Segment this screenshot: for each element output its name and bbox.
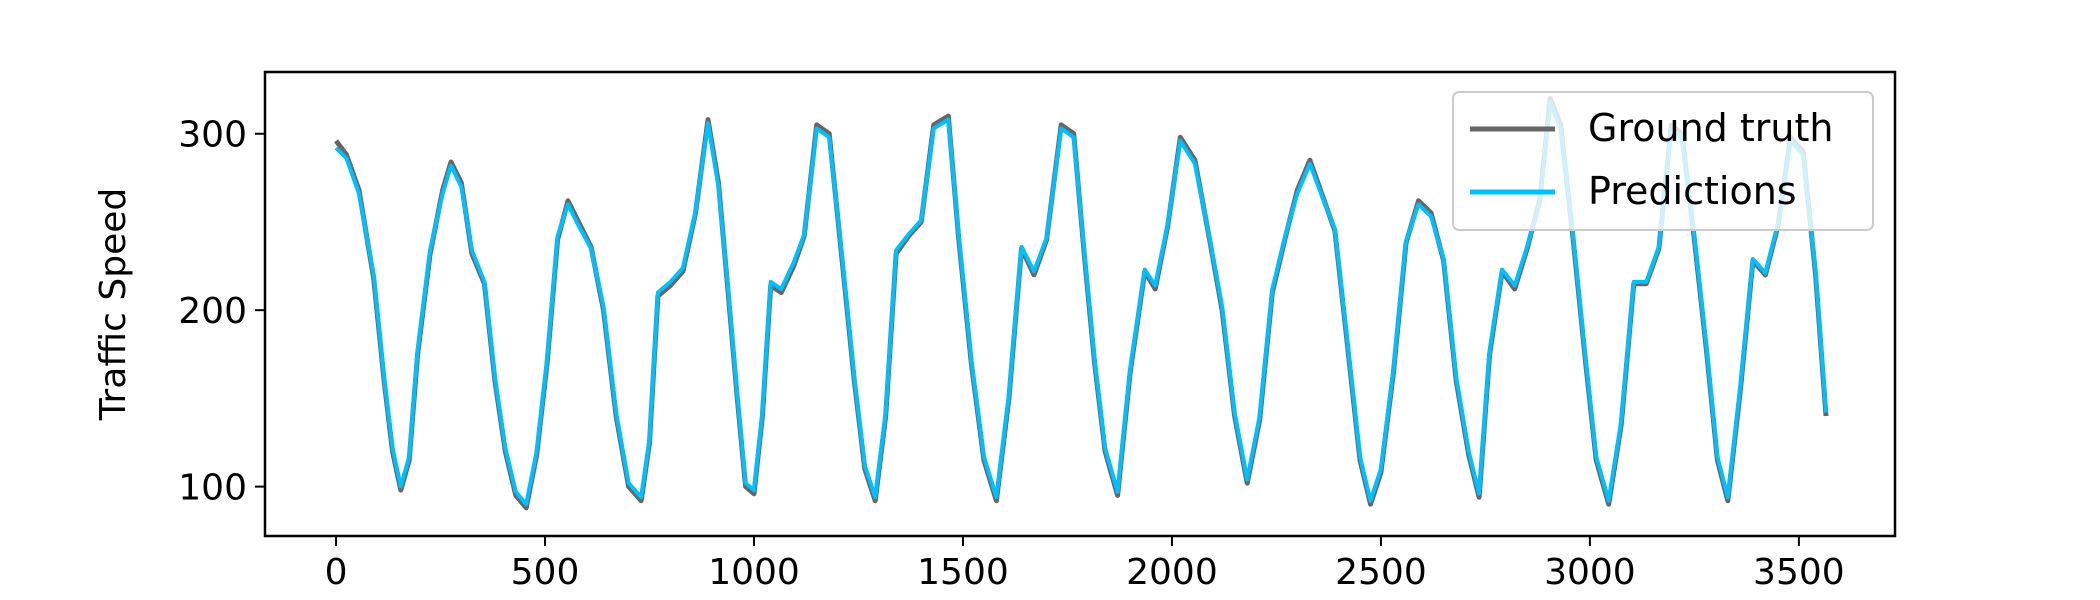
- x-tick-label: 3000: [1544, 552, 1636, 593]
- x-tick-label: 0: [325, 552, 348, 593]
- plot-frame: [263, 70, 1897, 538]
- x-tick-label: 3500: [1753, 552, 1845, 593]
- y-axis-label: Traffic Speed: [93, 188, 134, 421]
- legend-label-predictions: Predictions: [1588, 169, 1797, 213]
- legend-label-ground-truth: Ground truth: [1588, 106, 1833, 150]
- x-tick-label: 2500: [1335, 552, 1427, 593]
- x-tick-label: 1500: [917, 552, 1009, 593]
- legend: Ground truth Predictions: [1452, 91, 1874, 231]
- y-tick-label: 300: [178, 115, 247, 156]
- legend-box: [1452, 91, 1874, 231]
- x-axis: 0 500 1000 1500 2000 2500 3000 3500: [325, 536, 1845, 593]
- x-tick-label: 2000: [1126, 552, 1218, 593]
- y-axis: 100 200 300: [178, 115, 265, 509]
- y-tick-label: 100: [178, 468, 247, 509]
- x-tick-label: 500: [511, 552, 580, 593]
- x-tick-label: 1000: [708, 552, 800, 593]
- y-tick-label: 200: [178, 291, 247, 332]
